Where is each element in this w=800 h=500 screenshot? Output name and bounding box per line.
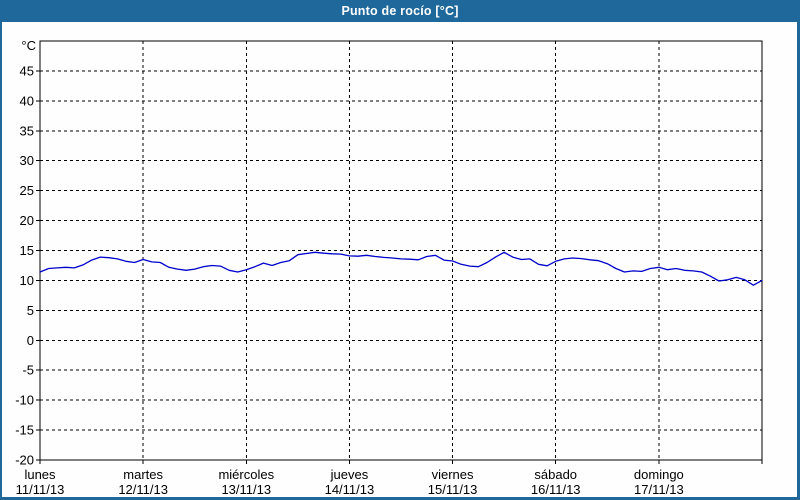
dewpoint-line bbox=[39, 251, 763, 286]
x-date-label: 16/11/13 bbox=[531, 482, 581, 497]
y-tick-label: 0 bbox=[27, 333, 34, 348]
y-tick-label: 45 bbox=[20, 63, 34, 78]
x-date-label: 11/11/13 bbox=[16, 482, 65, 497]
y-tick-label: 10 bbox=[20, 273, 34, 288]
y-tick-label: -20 bbox=[15, 453, 34, 468]
y-tick-label: 30 bbox=[20, 153, 34, 168]
y-tick-label: 35 bbox=[20, 123, 34, 138]
y-tick-label: -10 bbox=[15, 393, 34, 408]
y-tick-label: 5 bbox=[27, 303, 34, 318]
x-day-label: martes bbox=[123, 467, 163, 482]
y-tick-label: 15 bbox=[20, 243, 34, 258]
x-date-label: 13/11/13 bbox=[221, 482, 271, 497]
y-tick-label: 40 bbox=[20, 93, 34, 108]
x-day-label: domingo bbox=[634, 467, 684, 482]
y-tick-label: 20 bbox=[20, 213, 34, 228]
x-day-label: lunes bbox=[24, 467, 56, 482]
titlebar: Punto de rocío [°C] bbox=[0, 0, 800, 22]
x-date-label: 14/11/13 bbox=[325, 482, 375, 497]
x-date-label: 17/11/13 bbox=[634, 482, 684, 497]
x-day-label: sábado bbox=[534, 467, 577, 482]
x-day-label: viernes bbox=[432, 467, 474, 482]
y-tick-label: -15 bbox=[15, 423, 34, 438]
y-tick-label: 25 bbox=[20, 183, 34, 198]
x-day-label: jueves bbox=[330, 467, 369, 482]
y-tick-label: -5 bbox=[22, 363, 34, 378]
y-unit-label: °C bbox=[21, 38, 36, 53]
x-day-label: miércoles bbox=[218, 467, 274, 482]
x-date-label: 15/11/13 bbox=[428, 482, 478, 497]
chart-title: Punto de rocío [°C] bbox=[341, 4, 459, 18]
x-date-label: 12/11/13 bbox=[118, 482, 168, 497]
